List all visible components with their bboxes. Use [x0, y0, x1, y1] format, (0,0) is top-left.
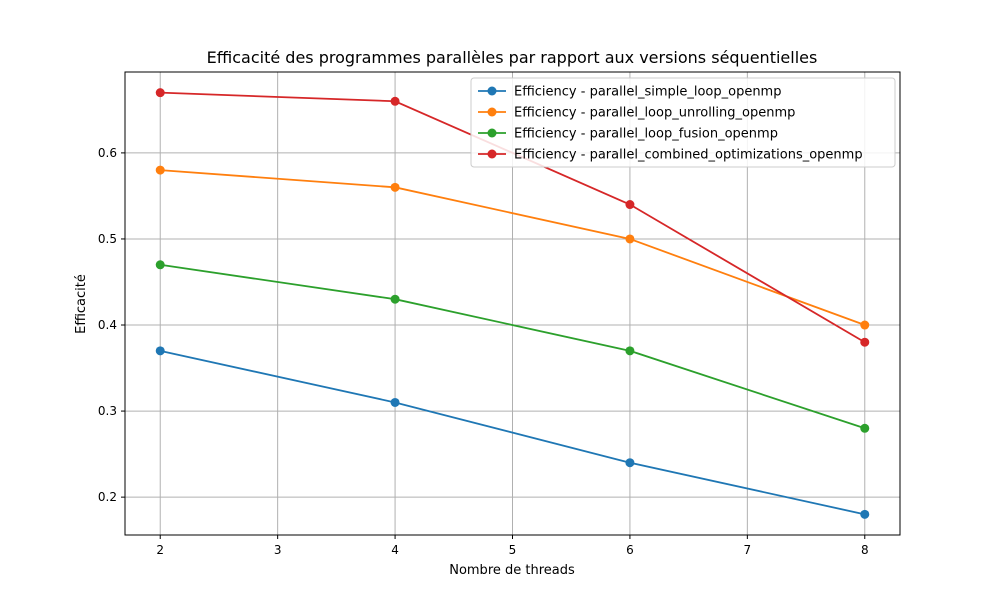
series-line [160, 169, 866, 326]
data-point [860, 337, 870, 347]
x-tick-label: 4 [391, 543, 399, 557]
data-point [860, 423, 870, 433]
y-tick-label: 0.5 [98, 232, 117, 246]
data-point [390, 294, 400, 304]
y-tick-label: 0.4 [98, 318, 117, 332]
x-tick-label: 3 [274, 543, 282, 557]
data-point [155, 260, 165, 270]
legend-label: Efficiency - parallel_loop_unrolling_ope… [514, 106, 795, 121]
data-point [625, 458, 635, 468]
legend-marker [487, 107, 497, 117]
legend-marker [487, 149, 497, 159]
legend-marker [487, 128, 497, 138]
data-point [390, 182, 400, 192]
x-tick-label: 5 [509, 543, 517, 557]
legend-item: Efficiency - parallel_loop_unrolling_ope… [478, 106, 795, 121]
data-point [860, 509, 870, 519]
series-2 [155, 165, 870, 330]
series-line [160, 263, 866, 430]
legend: Efficiency - parallel_simple_loop_openmp… [470, 77, 896, 168]
y-tick-label: 0.2 [98, 490, 117, 504]
y-axis-label: Efficacité [74, 274, 89, 334]
x-axis-label: Nombre de threads [449, 563, 575, 578]
y-axis-ticks: 0.2 0.3 0.4 0.5 0.6 [98, 146, 125, 504]
legend-label: Efficiency - parallel_combined_optimizat… [514, 148, 863, 163]
data-point [155, 88, 165, 98]
legend-item: Efficiency - parallel_loop_fusion_openmp [478, 127, 778, 142]
x-tick-label: 7 [744, 543, 752, 557]
data-point [625, 234, 635, 244]
legend-item: Efficiency - parallel_combined_optimizat… [478, 148, 863, 163]
chart-title: Efficacité des programmes parallèles par… [207, 48, 818, 67]
data-point [625, 200, 635, 210]
data-point [155, 165, 165, 175]
series-3 [155, 260, 870, 433]
x-tick-label: 8 [861, 543, 869, 557]
legend-marker [487, 86, 497, 96]
legend-box [470, 77, 896, 168]
data-point [155, 346, 165, 356]
x-tick-label: 2 [156, 543, 164, 557]
series-layer [155, 88, 870, 519]
series-line [160, 349, 865, 516]
data-point [390, 96, 400, 106]
legend-label: Efficiency - parallel_simple_loop_openmp [514, 85, 781, 100]
y-tick-label: 0.3 [98, 404, 117, 418]
legend-item: Efficiency - parallel_simple_loop_openmp [478, 85, 781, 100]
legend-label: Efficiency - parallel_loop_fusion_openmp [514, 127, 778, 142]
data-point [860, 320, 870, 330]
y-tick-label: 0.6 [98, 146, 117, 160]
x-axis-ticks: 2 3 4 5 6 7 8 [156, 535, 869, 557]
series-1 [155, 346, 870, 519]
data-point [625, 346, 635, 356]
data-point [390, 397, 400, 407]
x-tick-label: 6 [626, 543, 634, 557]
